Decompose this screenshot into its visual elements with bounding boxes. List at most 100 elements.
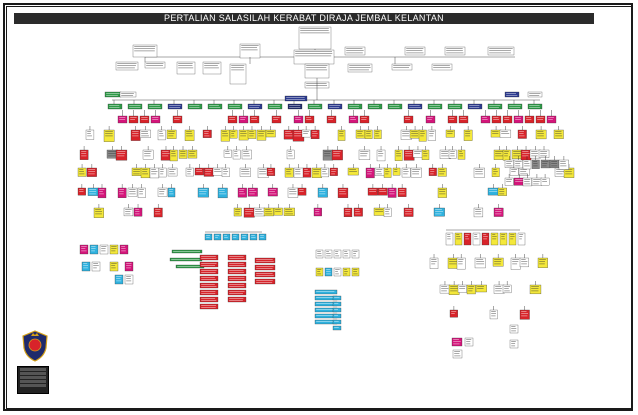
node-text-line (389, 191, 395, 192)
node-text-line (149, 107, 161, 108)
person-node (109, 261, 119, 272)
node-text-line (205, 169, 213, 170)
node-text-line (119, 191, 124, 192)
node-text-line (155, 213, 161, 215)
node-text-line (239, 189, 245, 190)
node-text-line (288, 153, 292, 154)
node-text-line (241, 47, 258, 48)
node-text-line (206, 235, 211, 236)
node-text-line (141, 135, 149, 137)
node-text-line (168, 135, 174, 137)
node-text-line (222, 133, 228, 134)
node-text-line (431, 259, 437, 260)
person-node (227, 275, 247, 282)
person-node (199, 289, 219, 296)
node-text-line (240, 119, 245, 120)
node-text-line (504, 288, 509, 289)
node-text-line (533, 183, 539, 185)
node-text-line (489, 107, 499, 108)
node-text-line (306, 83, 327, 84)
node-text-line (385, 169, 389, 170)
node-text-line (259, 169, 267, 170)
node-text-line (453, 339, 459, 340)
node-text-line (186, 133, 193, 134)
node-text-line (169, 107, 180, 108)
node-text-line (256, 275, 274, 276)
person-node (332, 313, 342, 319)
node-text-line (439, 169, 445, 170)
node-text-line (521, 263, 527, 265)
node-text-line (265, 213, 273, 215)
node-text-line (108, 155, 116, 157)
person-node (332, 319, 342, 325)
node-text-line (339, 189, 347, 190)
node-text-line (219, 193, 227, 195)
node-text-line (435, 211, 444, 212)
node-text-line (513, 153, 521, 154)
person-node (254, 257, 276, 264)
node-text-line (329, 107, 340, 108)
node-text-line (260, 235, 264, 236)
node-text-line (317, 271, 321, 272)
person-node (258, 233, 267, 241)
node-text-line (531, 290, 539, 292)
node-text-line (494, 261, 502, 262)
node-text-line (242, 235, 247, 236)
node-text-line (349, 105, 360, 106)
node-text-line (313, 173, 319, 175)
person-node (89, 244, 99, 255)
node-text-line (339, 135, 344, 137)
node-text-line (509, 105, 521, 106)
node-text-line (141, 117, 148, 118)
node-text-line (260, 237, 264, 238)
node-text-line (204, 65, 218, 66)
node-text-line (350, 119, 356, 120)
node-text-line (492, 238, 497, 240)
node-text-line (171, 259, 200, 260)
node-text-line (294, 131, 302, 132)
node-text-line (177, 266, 203, 267)
node-text-line (511, 171, 516, 172)
node-text-line (353, 253, 356, 254)
node-text-line (420, 133, 425, 134)
person-node (347, 103, 363, 110)
node-text-line (132, 133, 139, 134)
legend-row (20, 380, 46, 383)
node-text-line (504, 153, 508, 154)
node-text-line (81, 248, 86, 249)
node-text-line (189, 107, 200, 108)
node-text-line (223, 173, 227, 175)
node-text-line (335, 251, 339, 252)
node-text-line (239, 191, 244, 192)
node-text-line (453, 341, 461, 342)
node-text-line (289, 105, 301, 106)
node-text-line (117, 65, 136, 66)
node-text-line (458, 263, 463, 265)
node-text-line (378, 155, 383, 157)
node-text-line (476, 263, 485, 265)
node-text-line (403, 169, 408, 170)
node-text-line (450, 286, 458, 287)
node-text-line (339, 133, 344, 134)
node-text-line (295, 119, 301, 120)
node-text-line (134, 48, 155, 49)
person-node (431, 63, 453, 71)
node-text-line (229, 272, 245, 273)
node-text-line (367, 173, 372, 175)
node-text-line (121, 248, 126, 249)
node-text-line (427, 119, 432, 120)
node-text-line (451, 313, 455, 314)
node-text-line (346, 50, 364, 51)
node-text-line (159, 191, 165, 192)
node-text-line (229, 277, 245, 278)
node-text-line (456, 234, 460, 235)
node-text-line (519, 131, 524, 132)
node-text-line (515, 117, 521, 118)
node-text-line (477, 288, 484, 289)
node-text-line (300, 32, 330, 34)
node-text-line (394, 169, 398, 170)
node-text-line (344, 269, 347, 270)
node-text-line (121, 246, 126, 247)
node-text-line (201, 265, 216, 266)
node-text-line (491, 311, 496, 312)
